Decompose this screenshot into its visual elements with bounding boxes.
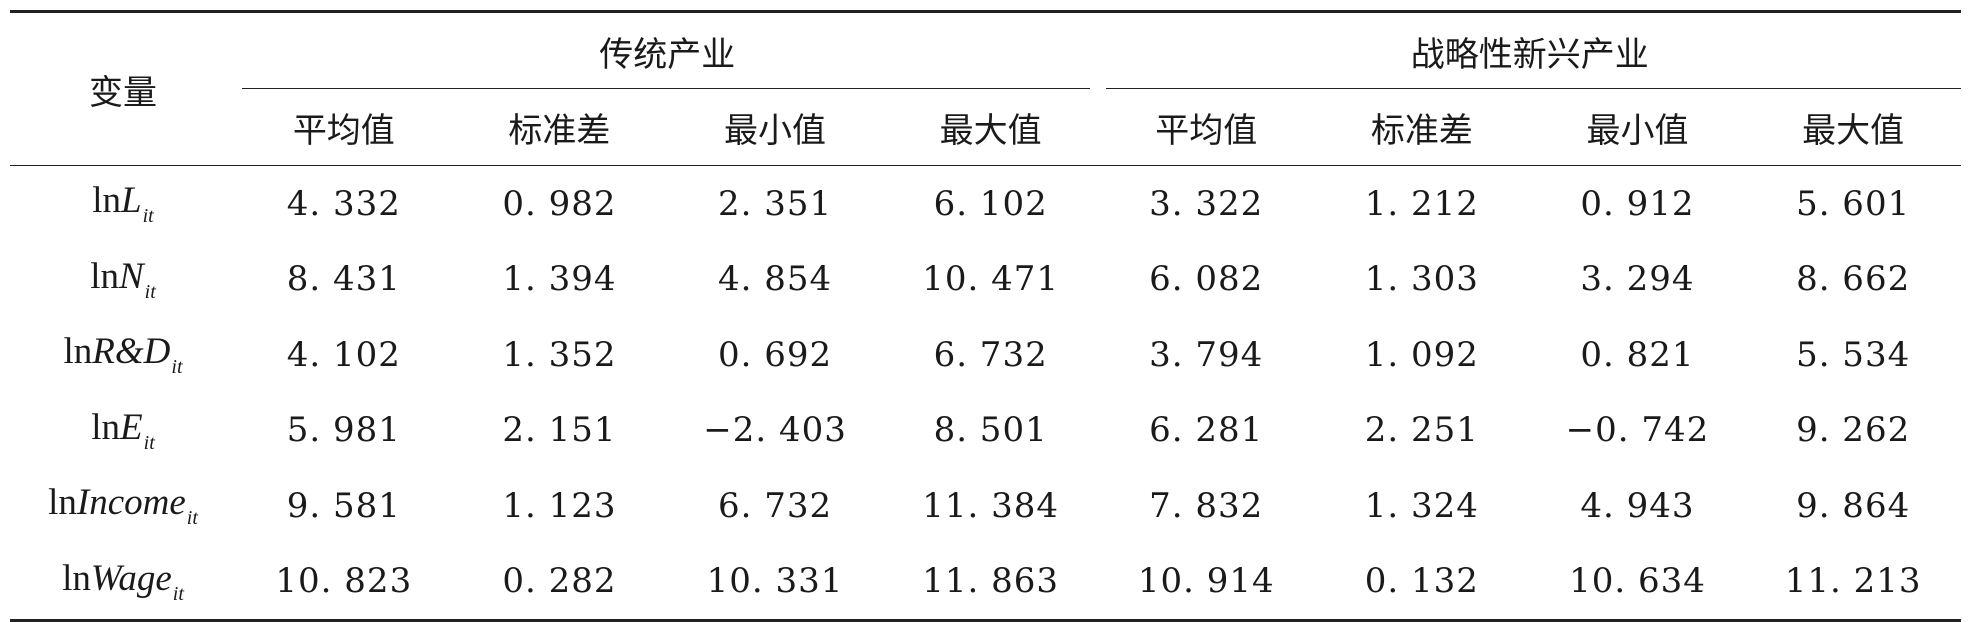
value-cell: 6. 082 xyxy=(1149,259,1264,300)
value-cell: 6. 102 xyxy=(933,183,1048,224)
value-cell: 6. 732 xyxy=(717,485,833,526)
value-cell: 0. 282 xyxy=(451,543,668,622)
value-cell: 3. 322 xyxy=(1149,183,1264,224)
value-cell: 4. 332 xyxy=(286,183,401,224)
value-cell: 2. 351 xyxy=(717,183,833,224)
descriptive-statistics-table: 变量 传统产业 战略性新兴产业 平均值 标准差 最小值 最大值 平均值 标准差 … xyxy=(10,10,1961,622)
value-cell: 5. 601 xyxy=(1796,183,1911,224)
variable-cell: lnWageit xyxy=(10,543,237,622)
variable-subscript: it xyxy=(171,356,183,379)
stat-header-row: 平均值 标准差 最小值 最大值 平均值 标准差 最小值 最大值 xyxy=(10,89,1961,166)
variable-prefix: ln xyxy=(48,482,77,524)
variable-prefix: ln xyxy=(63,331,93,373)
stat-header: 最小值 xyxy=(1529,89,1746,166)
value-cell: 7. 832 xyxy=(1149,485,1264,526)
value-cell: 4. 854 xyxy=(717,259,833,300)
variable-cell: lnLit xyxy=(10,166,236,242)
value-cell: 1. 123 xyxy=(502,485,617,526)
value-cell: 1. 394 xyxy=(502,259,617,300)
table-row: lnR&Dit 4. 102 1. 352 0. 692 6. 732 3. 794 1. … xyxy=(10,317,1961,393)
variable-subscript: it xyxy=(144,280,156,303)
value-cell: 2. 151 xyxy=(502,410,617,451)
variable-cell: lnNit xyxy=(10,242,236,318)
group-header-row: 变量 传统产业 战略性新兴产业 xyxy=(10,10,1961,166)
value-cell: 2. 251 xyxy=(1364,410,1479,451)
value-cell: 6. 732 xyxy=(933,334,1048,375)
value-cell: 5. 534 xyxy=(1796,334,1911,375)
variable-subscript: it xyxy=(143,431,155,454)
value-cell: 0. 692 xyxy=(717,334,833,375)
group-header-traditional: 传统产业 xyxy=(236,10,1099,89)
value-cell: 4. 943 xyxy=(1580,485,1695,526)
variable-name: N xyxy=(118,255,144,297)
value-cell: 10. 331 xyxy=(667,543,883,622)
value-cell: 3. 794 xyxy=(1149,334,1264,375)
stat-header: 最大值 xyxy=(1745,89,1961,166)
group-label: 战略性新兴产业 xyxy=(1410,34,1649,75)
table-row: lnWageit 10. 823 0. 282 10. 331 11. 863 10. 9… xyxy=(10,543,1961,622)
variable-cell: lnEit xyxy=(10,393,236,469)
value-cell: 11. 213 xyxy=(1745,543,1961,622)
group-label: 传统产业 xyxy=(599,34,736,75)
value-cell: 8. 662 xyxy=(1796,259,1911,300)
variable-subscript: it xyxy=(142,205,154,228)
value-cell: 0. 982 xyxy=(502,183,617,224)
variable-cell: lnIncomeit xyxy=(10,468,236,544)
value-cell: 0. 821 xyxy=(1580,334,1695,375)
value-cell: 11. 863 xyxy=(882,543,1099,622)
value-cell: 5. 981 xyxy=(286,410,401,451)
value-cell: −2. 403 xyxy=(703,410,847,451)
value-cell: 8. 431 xyxy=(286,259,401,300)
variable-name: Income xyxy=(76,482,186,524)
variable-subscript: it xyxy=(172,582,184,605)
variable-prefix: ln xyxy=(92,180,122,222)
stat-header: 标准差 xyxy=(451,89,668,166)
value-cell: 1. 092 xyxy=(1364,334,1479,375)
variable-header: 变量 xyxy=(10,10,237,166)
variable-name: R&D xyxy=(92,331,171,373)
variable-name: Wage xyxy=(90,557,172,599)
variable-prefix: ln xyxy=(90,255,119,297)
variable-name: E xyxy=(120,406,143,448)
value-cell: 4. 102 xyxy=(286,334,401,375)
value-cell: 8. 501 xyxy=(933,410,1048,451)
table-row: lnNit 8. 431 1. 394 4. 854 10. 471 6. 082 1. 3… xyxy=(10,242,1961,318)
table-row: lnEit 5. 981 2. 151 −2. 403 8. 501 6. 281 2. 2… xyxy=(10,393,1961,469)
stat-header: 最大值 xyxy=(882,89,1099,166)
value-cell: 10. 823 xyxy=(236,543,452,622)
value-cell: 1. 303 xyxy=(1364,259,1479,300)
stat-header: 平均值 xyxy=(236,89,452,166)
variable-cell: lnR&Dit xyxy=(10,317,236,393)
value-cell: 1. 324 xyxy=(1364,485,1479,526)
group-rule xyxy=(242,88,1091,89)
value-cell: 9. 864 xyxy=(1796,485,1911,526)
value-cell: 11. 384 xyxy=(922,485,1060,526)
value-cell: 10. 914 xyxy=(1098,543,1315,622)
value-cell: 0. 132 xyxy=(1314,543,1530,622)
variable-prefix: ln xyxy=(91,406,121,448)
variable-name: L xyxy=(121,180,142,222)
value-cell: 6. 281 xyxy=(1149,410,1264,451)
value-cell: 9. 581 xyxy=(286,485,401,526)
group-header-emerging: 战略性新兴产业 xyxy=(1098,10,1961,89)
variable-subscript: it xyxy=(186,507,198,530)
value-cell: 10. 471 xyxy=(922,259,1060,300)
group-rule xyxy=(1106,88,1961,89)
value-cell: 1. 212 xyxy=(1364,183,1479,224)
value-cell: 9. 262 xyxy=(1796,410,1911,451)
value-cell: −0. 742 xyxy=(1565,410,1710,451)
table-row: lnLit 4. 332 0. 982 2. 351 6. 102 3. 322 1. 21… xyxy=(10,166,1961,242)
value-cell: 0. 912 xyxy=(1580,183,1695,224)
variable-prefix: ln xyxy=(62,557,91,599)
value-cell: 3. 294 xyxy=(1580,259,1695,300)
stat-header: 标准差 xyxy=(1314,89,1530,166)
stat-header: 平均值 xyxy=(1098,89,1315,166)
value-cell: 10. 634 xyxy=(1529,543,1746,622)
table-row: lnIncomeit 9. 581 1. 123 6. 732 11. 384 7. 83… xyxy=(10,468,1961,544)
value-cell: 1. 352 xyxy=(502,334,617,375)
stat-header: 最小值 xyxy=(667,89,883,166)
